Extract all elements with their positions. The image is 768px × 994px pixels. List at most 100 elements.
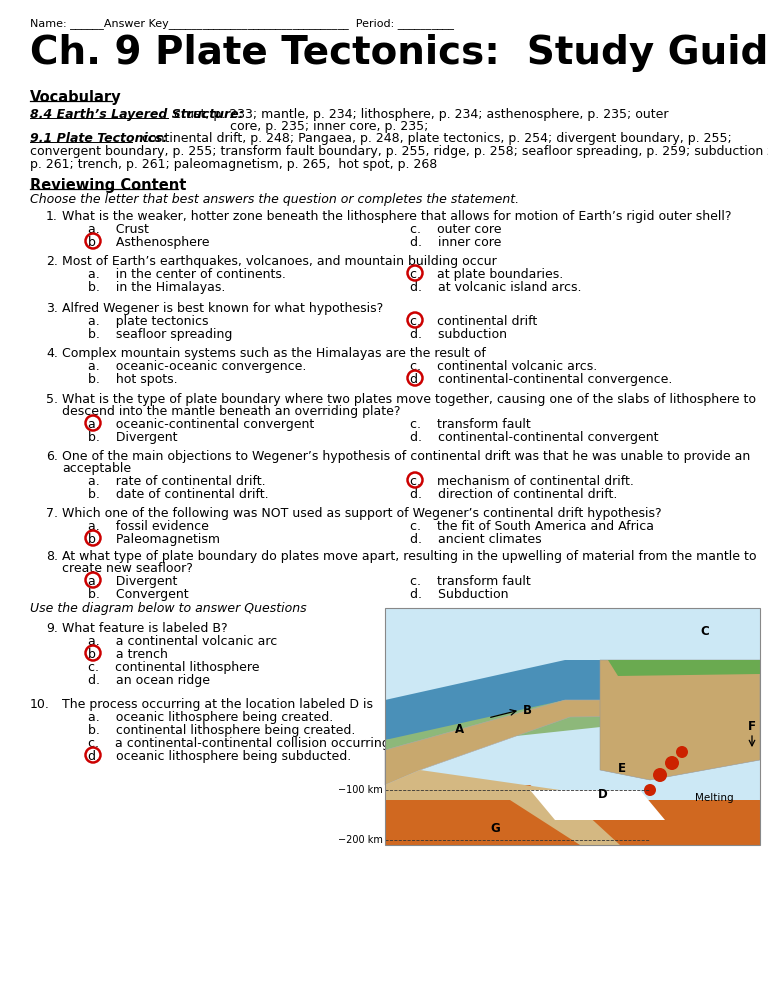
Text: c.    mechanism of continental drift.: c. mechanism of continental drift. — [410, 475, 634, 488]
Text: d.    at volcanic island arcs.: d. at volcanic island arcs. — [410, 281, 581, 294]
Polygon shape — [385, 700, 760, 785]
Text: −100 km: −100 km — [338, 785, 383, 795]
Text: 9.1 Plate Tectonics:: 9.1 Plate Tectonics: — [30, 132, 167, 145]
Text: c.    transform fault: c. transform fault — [410, 575, 531, 588]
Text: c.    a continental-continental collision occurring.: c. a continental-continental collision o… — [88, 737, 394, 750]
Text: 7.: 7. — [46, 507, 58, 520]
Text: Complex mountain systems such as the Himalayas are the result of: Complex mountain systems such as the Him… — [62, 347, 486, 360]
Text: b.    hot spots.: b. hot spots. — [88, 373, 177, 386]
Text: 8.: 8. — [46, 550, 58, 563]
Text: 1.: 1. — [46, 210, 58, 223]
Text: Vocabulary: Vocabulary — [30, 90, 121, 105]
Text: B: B — [523, 704, 532, 717]
Text: Most of Earth’s earthquakes, volcanoes, and mountain building occur: Most of Earth’s earthquakes, volcanoes, … — [62, 255, 497, 268]
Text: a.    oceanic-continental convergent: a. oceanic-continental convergent — [88, 418, 314, 431]
Text: convergent boundary, p. 255; transform fault boundary, p. 255, ridge, p. 258; se: convergent boundary, p. 255; transform f… — [30, 145, 768, 158]
Text: crust, p. 233; mantle, p. 234; lithosphere, p. 234; asthenosphere, p. 235; outer: crust, p. 233; mantle, p. 234; lithosphe… — [170, 108, 668, 121]
Text: d.    subduction: d. subduction — [410, 328, 507, 341]
Text: At what type of plate boundary do plates move apart, resulting in the upwelling : At what type of plate boundary do plates… — [62, 550, 756, 563]
Text: C: C — [700, 625, 709, 638]
Text: Choose the letter that best answers the question or completes the statement.: Choose the letter that best answers the … — [30, 193, 519, 206]
Text: b.    a trench: b. a trench — [88, 648, 168, 661]
Polygon shape — [385, 660, 760, 740]
Text: create new seafloor?: create new seafloor? — [62, 562, 193, 575]
Text: The process occurring at the location labeled D is: The process occurring at the location la… — [62, 698, 373, 711]
Text: 2.: 2. — [46, 255, 58, 268]
Circle shape — [644, 784, 656, 796]
Polygon shape — [600, 660, 760, 780]
Text: d.    an ocean ridge: d. an ocean ridge — [88, 674, 210, 687]
Text: p. 261; trench, p. 261; paleomagnetism, p. 265,  hot spot, p. 268: p. 261; trench, p. 261; paleomagnetism, … — [30, 158, 437, 171]
Polygon shape — [385, 770, 620, 845]
Text: One of the main objections to Wegener’s hypothesis of continental drift was that: One of the main objections to Wegener’s … — [62, 450, 750, 463]
Text: c.    continental drift: c. continental drift — [410, 315, 538, 328]
Text: a.    rate of continental drift.: a. rate of continental drift. — [88, 475, 266, 488]
Text: Name: ______Answer Key________________________________  Period: __________: Name: ______Answer Key__________________… — [30, 18, 454, 29]
Text: a.    Divergent: a. Divergent — [88, 575, 177, 588]
Text: 10.: 10. — [30, 698, 50, 711]
Bar — [385, 608, 760, 845]
Text: Melting: Melting — [695, 793, 733, 803]
Text: c.    outer core: c. outer core — [410, 223, 502, 236]
Polygon shape — [385, 785, 760, 845]
Text: E: E — [618, 762, 626, 775]
Text: What is the weaker, hotter zone beneath the lithosphere that allows for motion o: What is the weaker, hotter zone beneath … — [62, 210, 731, 223]
Text: c.    continental lithosphere: c. continental lithosphere — [88, 661, 260, 674]
Text: Reviewing Content: Reviewing Content — [30, 178, 187, 193]
Text: What is the type of plate boundary where two plates move together, causing one o: What is the type of plate boundary where… — [62, 393, 756, 406]
Text: a.    oceanic-oceanic convergence.: a. oceanic-oceanic convergence. — [88, 360, 306, 373]
Text: What feature is labeled B?: What feature is labeled B? — [62, 622, 227, 635]
Text: −200 km: −200 km — [338, 835, 383, 845]
Text: b.    seafloor spreading: b. seafloor spreading — [88, 328, 233, 341]
Bar — [385, 608, 760, 845]
Text: 6.: 6. — [46, 450, 58, 463]
Text: 8.4 Earth’s Layered Structure:: 8.4 Earth’s Layered Structure: — [30, 108, 243, 121]
Text: d.    direction of continental drift.: d. direction of continental drift. — [410, 488, 617, 501]
Text: c.    at plate boundaries.: c. at plate boundaries. — [410, 268, 563, 281]
Text: a.    fossil evidence: a. fossil evidence — [88, 520, 209, 533]
Text: c.    continental volcanic arcs.: c. continental volcanic arcs. — [410, 360, 598, 373]
Polygon shape — [608, 660, 760, 676]
Text: Alfred Wegener is best known for what hypothesis?: Alfred Wegener is best known for what hy… — [62, 302, 383, 315]
Text: 4.: 4. — [46, 347, 58, 360]
Text: c.    transform fault: c. transform fault — [410, 418, 531, 431]
Text: G: G — [490, 822, 500, 835]
Text: F: F — [748, 720, 756, 733]
Text: Which one of the following was NOT used as support of Wegener’s continental drif: Which one of the following was NOT used … — [62, 507, 661, 520]
Text: d.    inner core: d. inner core — [410, 236, 502, 249]
Text: Ch. 9 Plate Tectonics:  Study Guide: Ch. 9 Plate Tectonics: Study Guide — [30, 34, 768, 72]
Text: d.    continental-continental convergence.: d. continental-continental convergence. — [410, 373, 672, 386]
Text: descend into the mantle beneath an overriding plate?: descend into the mantle beneath an overr… — [62, 405, 400, 418]
Text: b.    Paleomagnetism: b. Paleomagnetism — [88, 533, 220, 546]
Text: b.    Divergent: b. Divergent — [88, 431, 177, 444]
Text: d.    continental-continental convergent: d. continental-continental convergent — [410, 431, 658, 444]
Text: d.    Subduction: d. Subduction — [410, 588, 508, 601]
Text: b.    Convergent: b. Convergent — [88, 588, 189, 601]
Polygon shape — [385, 800, 760, 845]
Text: a.    in the center of continents.: a. in the center of continents. — [88, 268, 286, 281]
Text: a.    Crust: a. Crust — [88, 223, 149, 236]
Text: a.    a continental volcanic arc: a. a continental volcanic arc — [88, 635, 277, 648]
Text: D: D — [598, 788, 607, 801]
Text: acceptable: acceptable — [62, 462, 131, 475]
Text: core, p. 235; inner core, p. 235;: core, p. 235; inner core, p. 235; — [230, 120, 429, 133]
Text: Use the diagram below to answer Questions: Use the diagram below to answer Question… — [30, 602, 306, 615]
Text: 3.: 3. — [46, 302, 58, 315]
Text: continental drift, p. 248; Pangaea, p. 248, plate tectonics, p. 254; divergent b: continental drift, p. 248; Pangaea, p. 2… — [134, 132, 732, 145]
Circle shape — [676, 746, 688, 758]
Polygon shape — [385, 700, 760, 750]
Text: c.    the fit of South America and Africa: c. the fit of South America and Africa — [410, 520, 654, 533]
Text: b.    Asthenosphere: b. Asthenosphere — [88, 236, 210, 249]
Text: a.    plate tectonics: a. plate tectonics — [88, 315, 208, 328]
Text: 9.: 9. — [46, 622, 58, 635]
Text: d.    oceanic lithosphere being subducted.: d. oceanic lithosphere being subducted. — [88, 750, 351, 763]
Text: a.    oceanic lithosphere being created.: a. oceanic lithosphere being created. — [88, 711, 333, 724]
Circle shape — [665, 756, 679, 770]
Text: A: A — [455, 723, 464, 736]
Text: d.    ancient climates: d. ancient climates — [410, 533, 541, 546]
Text: 5.: 5. — [46, 393, 58, 406]
Circle shape — [653, 768, 667, 782]
Text: b.    in the Himalayas.: b. in the Himalayas. — [88, 281, 225, 294]
Polygon shape — [530, 790, 665, 820]
Text: b.    continental lithosphere being created.: b. continental lithosphere being created… — [88, 724, 356, 737]
